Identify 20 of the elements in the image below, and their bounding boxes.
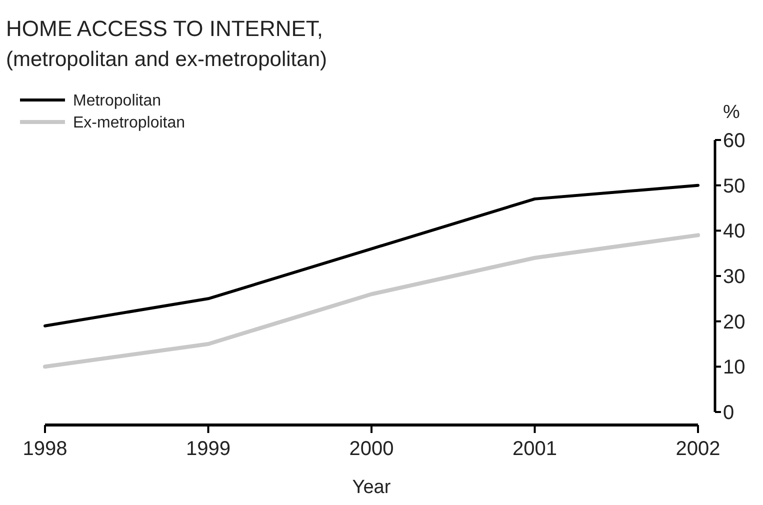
y-axis-title: % (723, 102, 740, 123)
line-series (43, 233, 700, 369)
legend-label: Metropolitan (73, 92, 162, 110)
line-series (44, 184, 700, 328)
x-tick-label: 1998 (22, 438, 68, 460)
y-tick-label: 60 (723, 130, 746, 152)
y-tick-label: 40 (723, 220, 746, 243)
x-tick-label: 1999 (186, 438, 230, 460)
y-tick-label: 30 (723, 266, 746, 288)
legend-label: Ex-metroploitan (73, 114, 186, 132)
chart-subtitle: (metropolitan and ex-metropolitan) (6, 48, 327, 71)
y-tick-label: 20 (723, 311, 746, 334)
x-tick-label: 2000 (349, 438, 394, 460)
x-tick-label: 2001 (512, 438, 557, 460)
x-axis-title: Year (352, 477, 392, 498)
x-tick-label: 2002 (676, 438, 720, 460)
y-tick-label: 0 (723, 402, 734, 424)
chart-title: HOME ACCESS TO INTERNET, (6, 16, 324, 41)
y-tick-label: 10 (723, 356, 746, 379)
y-tick-label: 50 (723, 175, 746, 198)
